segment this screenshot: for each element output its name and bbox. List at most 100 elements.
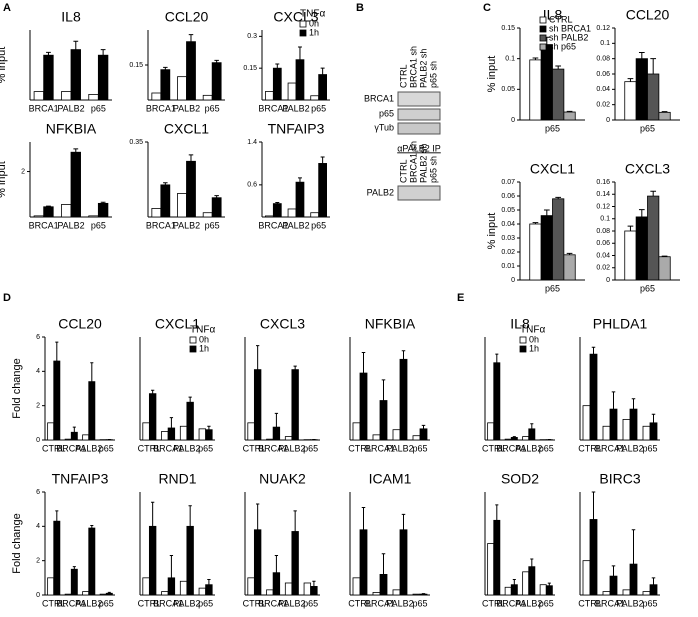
chart-title: TNFAIP3: [268, 121, 325, 137]
bar: [291, 369, 299, 441]
bar: [148, 393, 157, 441]
lane-label: CTRL: [398, 159, 408, 183]
bar: [160, 184, 171, 218]
bar: [552, 198, 565, 281]
x-tick-label: p65: [198, 443, 213, 453]
x-tick-label: BRCA1: [365, 443, 395, 453]
bar: [284, 436, 293, 441]
error-bar: [293, 365, 297, 370]
legend-swatch: [299, 20, 307, 28]
error-bar: [421, 424, 426, 429]
x-tick-label: p65: [539, 443, 554, 453]
bar: [582, 405, 591, 441]
error-bar: [611, 391, 616, 410]
x-tick-label: p65: [545, 283, 560, 293]
bar: [529, 223, 542, 281]
error-bar: [151, 501, 155, 527]
y-tick-label: 0.3: [247, 33, 257, 40]
chart-title: RND1: [158, 471, 196, 487]
y-tick-label: 0.1: [600, 216, 610, 223]
y-tick-label: 0.02: [596, 265, 610, 272]
bar: [642, 591, 651, 596]
row-label: γTub: [374, 122, 394, 132]
bar: [70, 151, 81, 218]
x-tick-label: CTRL: [243, 598, 267, 608]
bar: [272, 572, 281, 596]
error-bar: [650, 58, 657, 74]
bar: [545, 585, 553, 596]
y-tick-label: 0.02: [501, 249, 515, 256]
error-bar: [188, 505, 192, 527]
x-tick-label: p65: [99, 443, 114, 453]
legend-swatch: [189, 345, 197, 353]
legend-label: 0h: [529, 334, 539, 344]
chart-title: NFKBIA: [365, 316, 416, 332]
x-tick-label: p65: [99, 598, 114, 608]
y-tick-label: 0: [36, 437, 40, 444]
legend-title: TNFα: [300, 9, 325, 20]
y-tick-label: 0: [606, 117, 610, 124]
legend-swatch: [539, 25, 547, 33]
bar: [352, 577, 361, 596]
legend-label: 0h: [309, 18, 319, 28]
y-tick-label: 0.6: [247, 182, 257, 189]
x-tick-label: PALB2: [278, 598, 305, 608]
x-tick-label: PALB2: [173, 443, 200, 453]
error-bar: [293, 510, 297, 532]
y-tick-label: 0: [511, 277, 515, 284]
bar: [359, 529, 368, 596]
bar: [540, 215, 553, 281]
bar: [211, 197, 222, 218]
error-bar: [100, 49, 106, 56]
legend-label: 1h: [309, 27, 319, 37]
chart-title: NUAK2: [259, 471, 306, 487]
error-bar: [555, 196, 562, 199]
error-bar: [320, 67, 325, 75]
x-tick-label: BRCA1: [146, 103, 176, 113]
lane-label: PALB2 sh: [418, 144, 428, 183]
bar: [64, 593, 72, 596]
y-tick-label: 0.1: [600, 40, 610, 47]
x-tick-label: BRCA1: [258, 103, 288, 113]
bar: [82, 434, 90, 441]
error-bar: [169, 555, 174, 578]
chart-title: CCL20: [165, 9, 209, 25]
panel-label: D: [3, 292, 11, 304]
error-bar: [566, 252, 573, 255]
error-bar: [73, 40, 79, 50]
bar: [649, 422, 658, 441]
x-tick-label: PALB2: [515, 598, 542, 608]
bar: [563, 111, 576, 121]
y-tick-label: 0.06: [501, 193, 515, 200]
chart-title: PHLDA1: [593, 316, 648, 332]
error-bar: [631, 398, 636, 410]
x-tick-label: p65: [205, 220, 220, 230]
bar: [529, 59, 542, 121]
bar: [88, 527, 96, 596]
x-tick-label: p65: [640, 283, 655, 293]
legend-title: TNFα: [190, 325, 215, 336]
y-tick-label: 0.06: [596, 240, 610, 247]
bar: [624, 81, 637, 121]
x-tick-label: CTRL: [578, 443, 602, 453]
error-bar: [631, 529, 636, 565]
y-tick-label: 0.04: [501, 221, 515, 228]
x-tick-label: BRCA1: [56, 443, 86, 453]
chart-title: CCL20: [626, 7, 670, 23]
bar: [70, 431, 78, 441]
bar: [310, 586, 318, 596]
bar: [522, 436, 530, 441]
lane-label: BRCA1 sh: [408, 141, 418, 183]
y-axis-label: % input: [486, 56, 498, 93]
legend-label: sh PALB2: [549, 32, 588, 42]
bar: [399, 358, 408, 441]
x-tick-label: PALB2: [515, 443, 542, 453]
bar: [272, 67, 282, 101]
error-bar: [107, 591, 111, 594]
x-tick-label: BRCA1: [29, 103, 59, 113]
bar: [186, 41, 196, 101]
bar: [161, 431, 169, 441]
y-tick-label: 0.04: [596, 86, 610, 93]
bar: [563, 254, 576, 281]
